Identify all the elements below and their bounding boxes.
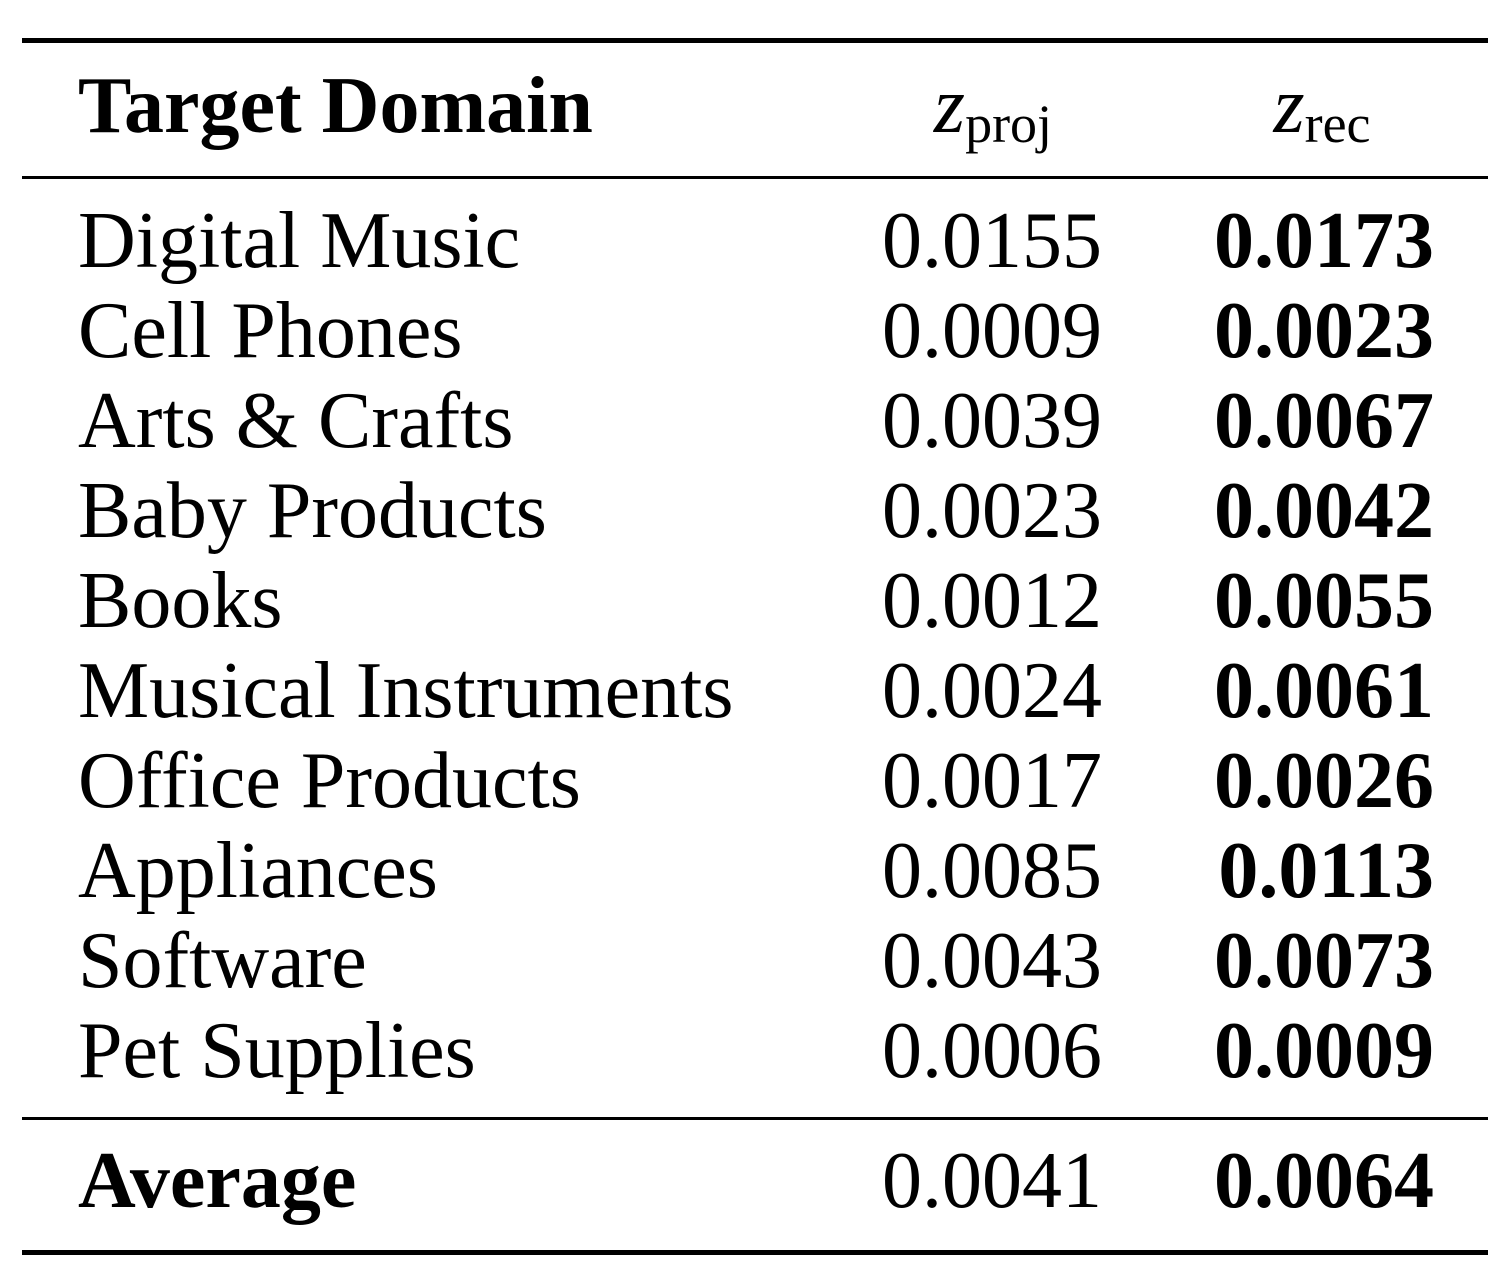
- proj-cell: 0.0012: [882, 557, 1102, 645]
- rec-cell: 0.0023: [1214, 287, 1434, 375]
- rec-cell: 0.0073: [1214, 917, 1434, 1005]
- domain-cell: Appliances: [78, 827, 438, 915]
- rec-cell: 0.0173: [1214, 197, 1434, 285]
- rec-cell: 0.0064: [1214, 1137, 1434, 1225]
- proj-cell: 0.0017: [882, 737, 1102, 825]
- rec-cell: 0.0026: [1214, 737, 1434, 825]
- domain-cell: Pet Supplies: [78, 1007, 476, 1095]
- proj-cell: 0.0043: [882, 917, 1102, 1005]
- domain-cell: Baby Products: [78, 467, 547, 555]
- bottom-rule: [22, 1250, 1488, 1255]
- rec-cell: 0.0055: [1214, 557, 1434, 645]
- proj-cell: 0.0023: [882, 467, 1102, 555]
- header-symbol: z: [933, 62, 965, 150]
- proj-cell: 0.0006: [882, 1007, 1102, 1095]
- header-domain: Target Domain: [78, 62, 593, 150]
- proj-cell: 0.0039: [882, 377, 1102, 465]
- rec-cell: 0.0009: [1214, 1007, 1434, 1095]
- average-rule: [22, 1117, 1488, 1120]
- proj-cell: 0.0024: [882, 647, 1102, 735]
- rec-cell: 0.0067: [1214, 377, 1434, 465]
- proj-cell: 0.0041: [882, 1137, 1102, 1225]
- rec-cell: 0.0113: [1218, 827, 1434, 915]
- header-rule: [22, 176, 1488, 179]
- proj-cell: 0.0009: [882, 287, 1102, 375]
- header-proj: zproj: [933, 62, 1052, 154]
- domain-cell: Office Products: [78, 737, 581, 825]
- domain-cell: Books: [78, 557, 283, 645]
- rec-cell: 0.0061: [1214, 647, 1434, 735]
- header-rec: zrec: [1272, 62, 1370, 154]
- domain-cell: Musical Instruments: [78, 647, 733, 735]
- rec-cell: 0.0042: [1214, 467, 1434, 555]
- header-subscript: rec: [1305, 94, 1371, 154]
- domain-cell: Software: [78, 917, 367, 1005]
- domain-cell: Cell Phones: [78, 287, 462, 375]
- proj-cell: 0.0155: [882, 197, 1102, 285]
- domain-cell: Arts & Crafts: [78, 377, 514, 465]
- top-rule: [22, 38, 1488, 43]
- header-symbol: z: [1272, 62, 1304, 150]
- domain-cell: Average: [78, 1137, 356, 1225]
- domain-cell: Digital Music: [78, 197, 520, 285]
- proj-cell: 0.0085: [882, 827, 1102, 915]
- header-subscript: proj: [965, 94, 1052, 154]
